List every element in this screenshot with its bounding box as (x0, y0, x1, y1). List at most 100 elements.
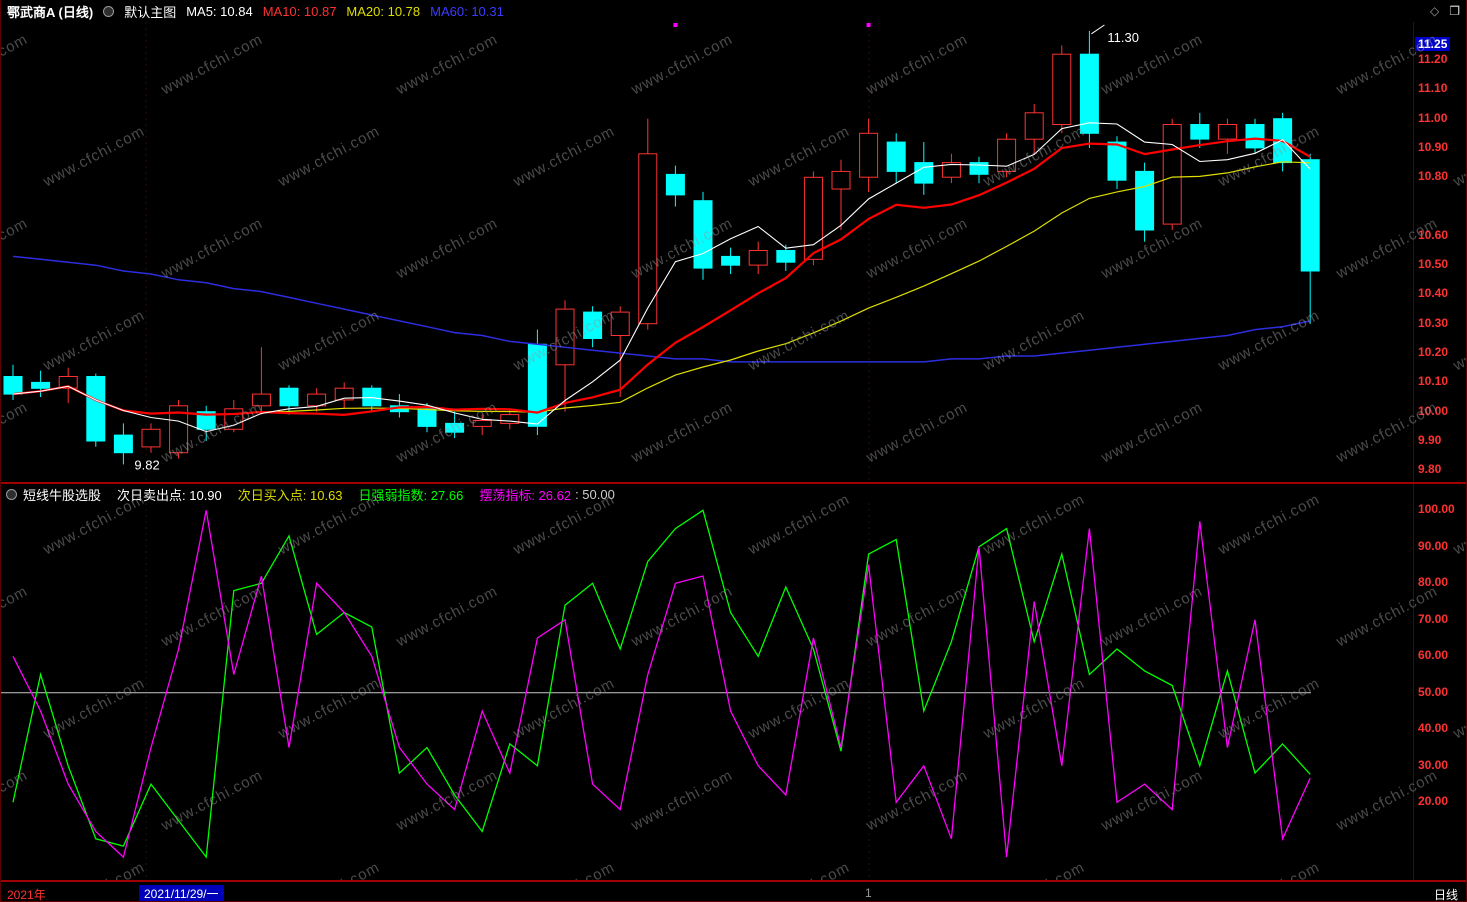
panel-divider[interactable] (1, 482, 1466, 484)
candle-body[interactable] (1245, 124, 1265, 149)
candle-body[interactable] (307, 393, 327, 407)
candle-body[interactable] (1135, 170, 1155, 231)
price-tick: 10.50 (1418, 257, 1449, 272)
price-tick: 10.40 (1418, 286, 1449, 301)
candle-body[interactable] (997, 138, 1017, 172)
candle-body[interactable] (748, 250, 768, 266)
candle-body[interactable] (1190, 124, 1210, 140)
candle-body[interactable] (665, 173, 685, 196)
candle-body[interactable] (334, 387, 354, 401)
candle-body[interactable] (859, 132, 879, 178)
candle-body[interactable] (445, 422, 465, 433)
strength-label: 日强弱指数: 27.66 (358, 487, 464, 503)
oscillator-labels: 摆荡指标: 26.62 : 50.00 (479, 485, 615, 504)
price-tick: 10.00 (1418, 403, 1449, 418)
candle-body[interactable] (196, 411, 216, 430)
overlay-selector-icon[interactable] (103, 5, 115, 17)
stock-name[interactable]: 鄂武商A (日线) (7, 4, 94, 20)
candle-body[interactable] (417, 408, 437, 427)
price-tick: 9.80 (1418, 462, 1442, 477)
candle-body[interactable] (1052, 53, 1072, 126)
diamond-icon[interactable]: ◇ (1430, 4, 1440, 18)
osc-line-green (12, 509, 1311, 859)
month-label: 1 (865, 886, 872, 900)
candle-body[interactable] (721, 255, 741, 266)
candle-body[interactable] (1024, 112, 1044, 140)
candle-body[interactable] (638, 153, 658, 325)
ma20-line (12, 161, 1311, 416)
candle-body[interactable] (141, 428, 161, 448)
candle-body[interactable] (886, 141, 906, 172)
candle-body[interactable] (583, 311, 603, 340)
price-tick: 10.10 (1418, 374, 1449, 389)
overlay-label[interactable]: 默认主图 (124, 4, 177, 20)
candle-body[interactable] (251, 393, 271, 407)
candle-body[interactable] (1300, 159, 1320, 272)
candle-body[interactable] (362, 387, 382, 407)
price-tick: 11.20 (1418, 52, 1448, 67)
candle-body[interactable] (693, 200, 713, 269)
price-tick: 10.30 (1418, 315, 1449, 330)
ma60-legend: MA60: 10.31 (430, 3, 504, 19)
osc-tick: 80.00 (1418, 575, 1449, 590)
ma5-line (12, 122, 1311, 433)
main-chart-header: 鄂武商A (日线) 默认主图 MA5: 10.84 MA10: 10.87 MA… (1, 0, 1466, 22)
osc-tick: 60.00 (1418, 648, 1449, 663)
price-tick: 9.90 (1418, 432, 1442, 447)
oscillator-label: 摆荡指标: 26.62 (479, 487, 572, 503)
candle-body[interactable] (58, 376, 78, 389)
candle-body[interactable] (279, 387, 299, 407)
candle-body[interactable] (113, 434, 133, 454)
candle-body[interactable] (1217, 124, 1237, 140)
main-chart: 11.30 9.82 (1, 22, 1413, 482)
ma10-line (12, 137, 1311, 417)
candle-body[interactable] (3, 376, 23, 395)
osc-line-magenta (12, 510, 1311, 859)
high-annotation: 11.30 (1107, 30, 1139, 45)
candle-body[interactable] (1162, 124, 1182, 225)
midline-label: : 50.00 (575, 486, 615, 502)
main-chart-canvas[interactable]: 11.30 9.82 (1, 22, 1413, 482)
oscillator-axis: 100.00 90.00 80.00 70.00 60.00 50.00 40.00 30.0… (1414, 502, 1466, 880)
candle-body[interactable] (776, 250, 796, 263)
window-restore-icon[interactable]: ❐ (1449, 4, 1460, 18)
osc-tick: 70.00 (1418, 611, 1449, 626)
candle-body[interactable] (941, 162, 961, 178)
indicator-icon[interactable] (6, 488, 17, 500)
price-tick: 11.10 (1418, 81, 1448, 96)
ma10-legend: MA10: 10.87 (262, 3, 337, 19)
osc-tick: 30.00 (1418, 757, 1449, 772)
candle-body[interactable] (969, 162, 989, 175)
price-tick: 11.00 (1418, 110, 1448, 125)
price-tick: 10.60 (1418, 227, 1449, 242)
candle-body[interactable] (31, 381, 51, 389)
buy-point-label: 次日买入点: 10.63 (237, 487, 343, 503)
date-label: 2021/11/29/一 (139, 885, 224, 901)
indicator-name[interactable]: 短线牛股选股 (23, 487, 102, 503)
candle-body[interactable] (500, 414, 520, 424)
candle-body[interactable] (914, 162, 934, 184)
period-label[interactable]: 日线 (1433, 888, 1458, 902)
topbar-right-icons: ◇ ❐ (1430, 4, 1460, 18)
candle-body[interactable] (610, 311, 630, 337)
candle-body[interactable] (1107, 141, 1127, 181)
sell-point-label: 次日卖出点: 10.90 (117, 487, 222, 503)
candle-body[interactable] (527, 343, 547, 427)
osc-tick: 40.00 (1418, 721, 1449, 736)
price-tick: 10.90 (1418, 139, 1449, 154)
indicator-header: 短线牛股选股 次日卖出点: 10.90 次日买入点: 10.63 日强弱指数: … (1, 485, 615, 503)
candle-body[interactable] (831, 170, 851, 190)
candle-body[interactable] (1079, 53, 1099, 134)
candle-body[interactable] (169, 405, 189, 454)
year-label: 2021年 (7, 888, 46, 902)
osc-tick: 50.00 (1418, 684, 1449, 699)
candle-body[interactable] (472, 420, 492, 427)
candle-body[interactable] (86, 376, 106, 442)
axis-separator (1413, 22, 1414, 880)
oscillator-canvas[interactable] (1, 503, 1413, 880)
candle-body[interactable] (555, 308, 575, 366)
candle-body[interactable] (803, 176, 823, 260)
signal-dot (673, 23, 678, 27)
low-annotation: 9.82 (134, 457, 159, 472)
ma5-legend: MA5: 10.84 (186, 3, 253, 19)
